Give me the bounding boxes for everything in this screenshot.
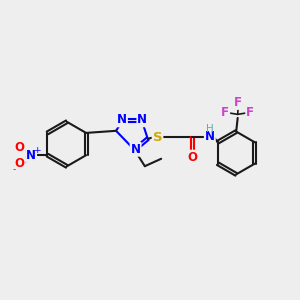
Text: F: F xyxy=(246,106,254,119)
Text: N: N xyxy=(137,113,147,126)
Text: F: F xyxy=(221,106,229,119)
Text: F: F xyxy=(234,96,242,109)
Text: N: N xyxy=(205,130,215,143)
Text: O: O xyxy=(187,151,197,164)
Text: H: H xyxy=(206,124,214,134)
Text: N: N xyxy=(26,149,36,162)
Text: -: - xyxy=(13,165,16,174)
Text: S: S xyxy=(153,131,162,144)
Text: N: N xyxy=(117,113,127,126)
Text: O: O xyxy=(15,157,25,170)
Text: N: N xyxy=(130,143,141,156)
Text: +: + xyxy=(33,146,40,154)
Text: O: O xyxy=(15,141,25,154)
